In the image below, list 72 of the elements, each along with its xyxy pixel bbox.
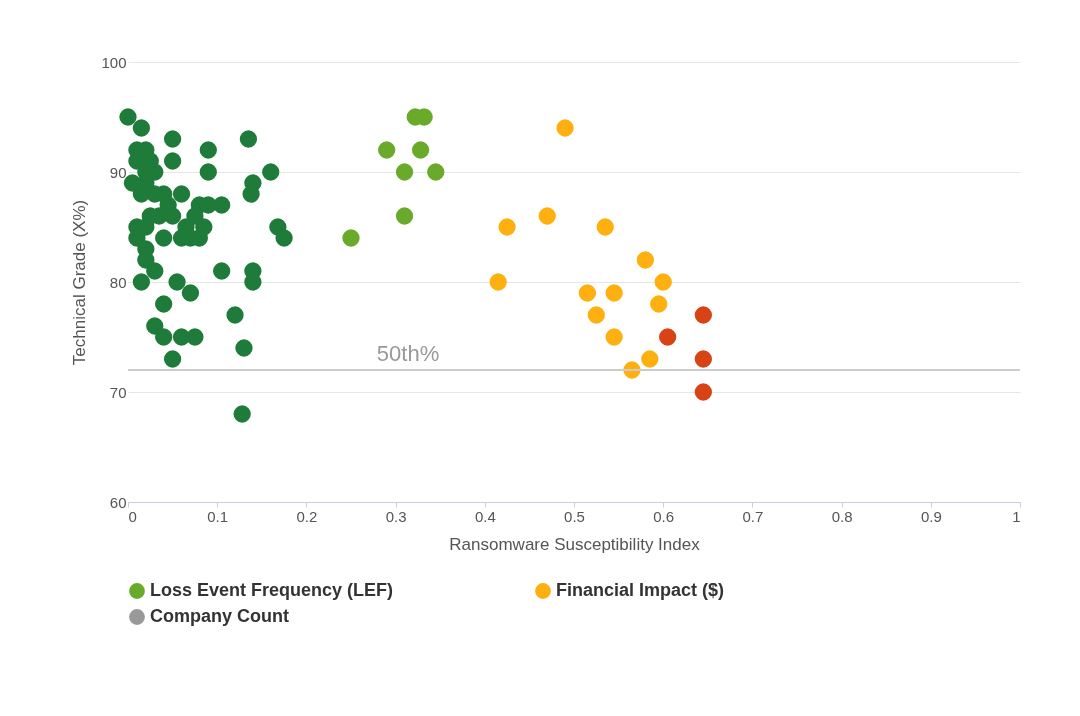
point [132, 273, 151, 291]
point [262, 163, 280, 181]
point [427, 163, 445, 181]
x-tick-label: 0.2 [296, 507, 318, 525]
x-axis-title: Ransomware Susceptibility Index [449, 534, 701, 554]
point [181, 284, 200, 302]
x-tick-label: 1 [1012, 507, 1021, 525]
point [378, 141, 396, 159]
point [556, 119, 574, 137]
x-tick-label: 0.5 [564, 507, 585, 525]
point [163, 152, 182, 170]
x-tick-label: 0.7 [742, 507, 764, 525]
point [411, 141, 430, 159]
x-tick-label: 0.8 [831, 507, 853, 525]
point [239, 130, 258, 148]
point [242, 185, 260, 203]
point [489, 273, 507, 291]
point [213, 262, 231, 280]
point [155, 229, 173, 247]
point [172, 185, 191, 203]
point [650, 295, 668, 313]
point [605, 328, 623, 346]
point [395, 207, 414, 225]
point [235, 339, 253, 357]
point [587, 306, 605, 324]
point [155, 328, 173, 346]
x-tick-label: 0.9 [920, 507, 942, 525]
point [119, 108, 137, 126]
point [199, 163, 217, 181]
y-tick-label: 60 [109, 493, 127, 511]
y-tick-label: 80 [109, 273, 127, 291]
x-tick-label: 0.3 [385, 507, 407, 525]
legend-label: Company Count [150, 606, 289, 626]
y-axis-title: Technical Grade (X%) [70, 199, 90, 366]
point [186, 328, 204, 346]
point [395, 163, 414, 181]
point [132, 119, 151, 137]
ref-line-label: 50th% [376, 341, 440, 366]
x-tick-label: 0.1 [207, 507, 229, 525]
x-tick-label: 0.4 [474, 507, 496, 525]
point [498, 218, 516, 236]
y-tick-label: 100 [101, 53, 127, 71]
point [195, 218, 213, 236]
point [596, 218, 614, 236]
point [186, 207, 204, 225]
point [694, 350, 712, 368]
point [213, 196, 231, 214]
legend-label: Financial Impact ($) [556, 580, 725, 600]
point [199, 141, 217, 159]
point [694, 306, 712, 324]
point [694, 383, 712, 401]
point [163, 130, 182, 148]
point [538, 207, 556, 225]
point [163, 350, 182, 368]
x-tick-label: 0 [128, 507, 137, 525]
point [275, 229, 293, 247]
point [146, 262, 164, 280]
x-tick-label: 0.6 [653, 507, 675, 525]
point [226, 306, 244, 324]
point [578, 284, 597, 302]
point [342, 229, 360, 247]
point [605, 284, 623, 302]
point [636, 251, 655, 269]
legend-label: Loss Event Frequency (LEF) [150, 580, 394, 600]
point [659, 328, 677, 346]
y-tick-label: 90 [109, 163, 127, 181]
point [654, 273, 672, 291]
point [233, 405, 251, 423]
y-tick-label: 70 [109, 383, 127, 401]
point [155, 295, 173, 313]
point [641, 350, 659, 368]
point [168, 273, 186, 291]
